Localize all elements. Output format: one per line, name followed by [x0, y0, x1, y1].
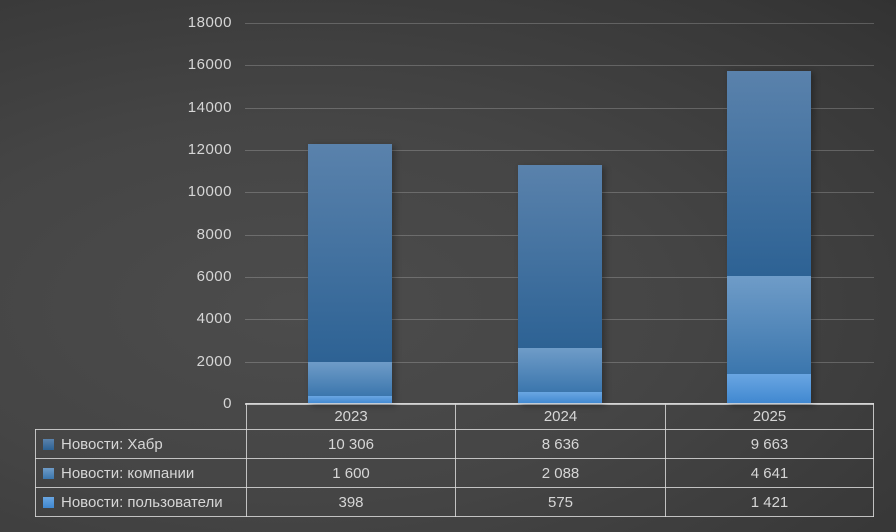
y-tick-label-8000: 8000: [196, 225, 232, 243]
table-row: Новости: Хабр 10 306 8 636 9 663: [35, 429, 874, 459]
series-label-cell: Новости: компании: [35, 458, 247, 488]
legend-swatch-habr: [43, 438, 54, 450]
data-table: 2023 2024 2025 Новости: Хабр 10 306 8 63…: [35, 403, 874, 517]
legend-swatch-users: [43, 496, 54, 508]
bar-segment-2025-Новости: компании: [727, 275, 812, 374]
y-tick-label-14000: 14000: [187, 98, 232, 116]
series-label-cell: Новости: пользователи: [35, 487, 247, 517]
value-cell: 575: [455, 487, 666, 517]
y-tick-label-4000: 4000: [196, 310, 232, 328]
value-cell: 1 421: [665, 487, 874, 517]
bar-segment-2025-Новости: Хабр: [727, 71, 812, 276]
y-tick-label-2000: 2000: [196, 352, 232, 370]
y-tick-label-16000: 16000: [187, 56, 232, 74]
value-cell: 2 088: [455, 458, 666, 488]
data-table-header-row: 2023 2024 2025: [36, 403, 874, 430]
legend-swatch-companies: [43, 467, 54, 479]
bar-segment-2023-Новости: компании: [307, 361, 392, 396]
gridline-12000: [245, 150, 874, 151]
series-label: Новости: компании: [61, 464, 195, 482]
category-header-2025: 2025: [665, 403, 874, 430]
chart-plot-area: [245, 23, 874, 405]
series-label: Новости: пользователи: [61, 493, 223, 511]
bar-segment-2024-Новости: Хабр: [517, 164, 602, 348]
value-cell: 8 636: [455, 429, 666, 459]
value-cell: 1 600: [246, 458, 456, 488]
value-cell: 4 641: [665, 458, 874, 488]
y-tick-label-12000: 12000: [187, 141, 232, 158]
stacked-bar-2024: [517, 164, 602, 404]
bar-segment-2024-Новости: пользователи: [517, 391, 602, 404]
category-header-2024: 2024: [455, 403, 666, 430]
table-row: Новости: компании 1 600 2 088 4 641: [35, 458, 874, 488]
y-tick-label-10000: 10000: [187, 183, 232, 201]
category-header-2023: 2023: [246, 403, 456, 430]
table-row: Новости: пользователи 398 575 1 421: [35, 487, 874, 517]
value-cell: 10 306: [246, 429, 456, 459]
value-cell: 398: [246, 487, 456, 517]
bar-segment-2024-Новости: компании: [517, 347, 602, 392]
bar-segment-2023-Новости: пользователи: [307, 395, 392, 404]
series-label: Новости: Хабр: [61, 435, 163, 453]
gridline-14000: [245, 107, 874, 109]
data-table-corner-cell: [36, 404, 247, 430]
y-tick-label-18000: 18000: [187, 14, 232, 31]
stacked-bar-2025: [727, 71, 812, 404]
bar-segment-2023-Новости: Хабр: [307, 143, 392, 362]
stacked-bar-2023: [307, 143, 392, 404]
gridline-18000: [245, 23, 874, 24]
y-tick-label-6000: 6000: [196, 268, 232, 285]
value-cell: 9 663: [665, 429, 874, 459]
y-tick-label-0: 0: [223, 395, 232, 412]
series-label-cell: Новости: Хабр: [35, 429, 247, 459]
bar-segment-2025-Новости: пользователи: [727, 373, 812, 404]
gridline-16000: [245, 65, 874, 67]
